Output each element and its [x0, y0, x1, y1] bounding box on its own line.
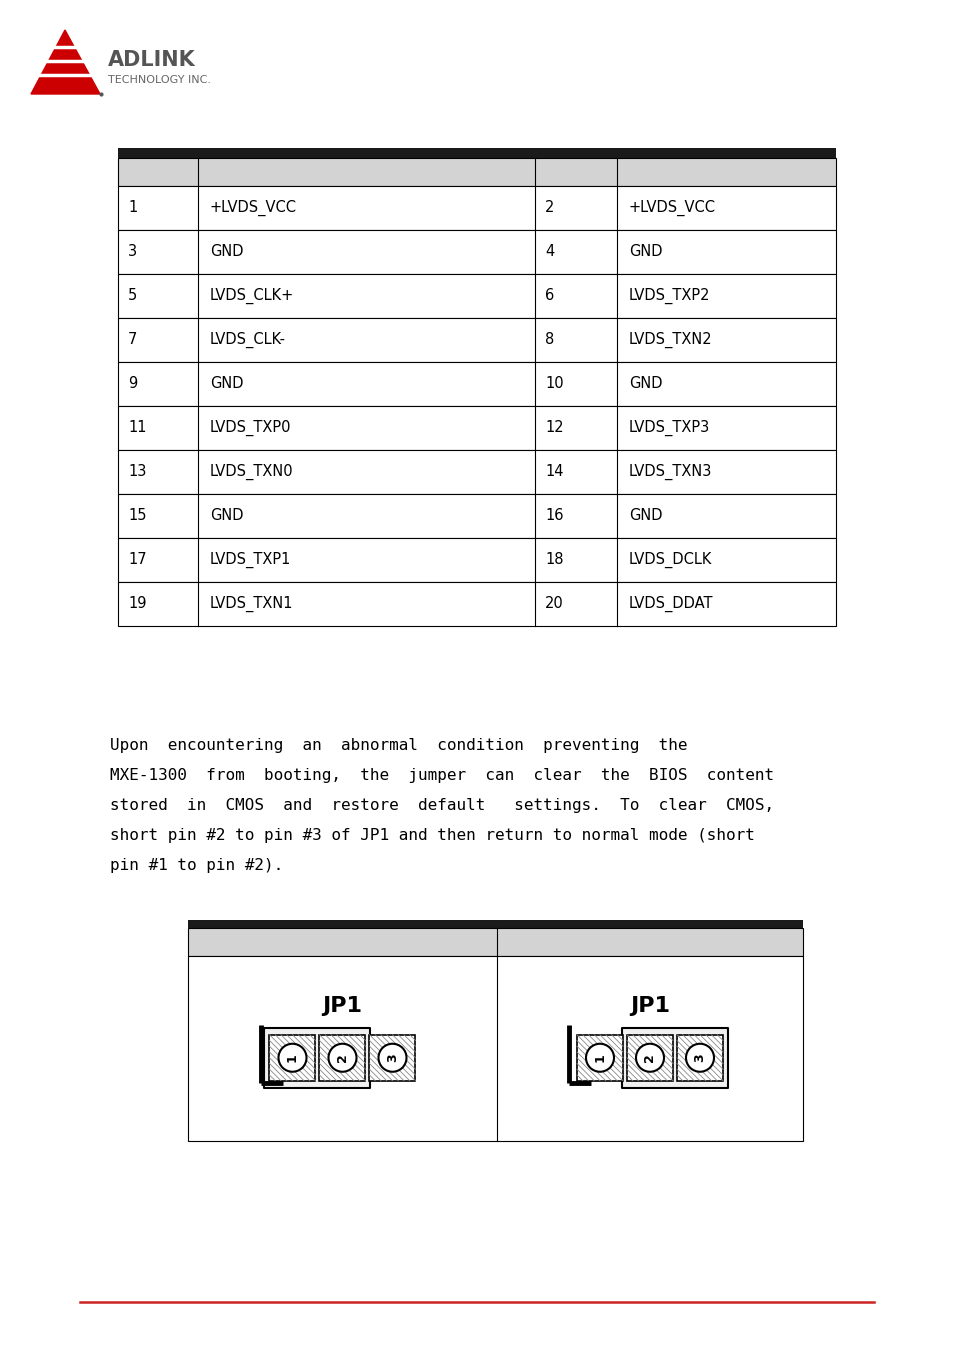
Text: LVDS_TXP2: LVDS_TXP2	[628, 288, 710, 304]
Text: 7: 7	[128, 333, 137, 347]
Text: GND: GND	[628, 245, 661, 260]
Text: +LVDS_VCC: +LVDS_VCC	[628, 200, 716, 216]
Text: 19: 19	[128, 596, 147, 611]
Bar	[118, 450, 835, 493]
Text: 15: 15	[128, 508, 147, 523]
Text: LVDS_TXN3: LVDS_TXN3	[628, 464, 712, 480]
Text: 1: 1	[286, 1053, 298, 1063]
Circle shape	[328, 1044, 356, 1072]
Bar	[677, 1034, 722, 1080]
Text: 1: 1	[128, 200, 137, 215]
Text: 14: 14	[544, 465, 563, 480]
Text: GND: GND	[210, 508, 243, 523]
Text: GND: GND	[628, 376, 661, 392]
Text: LVDS_CLK-: LVDS_CLK-	[210, 331, 286, 347]
Text: 3: 3	[693, 1053, 706, 1063]
Bar	[188, 927, 802, 956]
Bar	[118, 187, 835, 230]
Circle shape	[378, 1044, 406, 1072]
Text: 17: 17	[128, 553, 147, 568]
Text: LVDS_TXP3: LVDS_TXP3	[628, 420, 709, 437]
Text: GND: GND	[210, 245, 243, 260]
Text: 13: 13	[128, 465, 146, 480]
Text: 5: 5	[128, 288, 137, 303]
Bar	[188, 919, 802, 927]
Bar	[188, 956, 802, 1141]
Text: 18: 18	[544, 553, 563, 568]
Text: 12: 12	[544, 420, 563, 435]
Text: LVDS_CLK+: LVDS_CLK+	[210, 288, 294, 304]
Bar	[118, 362, 835, 406]
Bar	[626, 1034, 672, 1080]
Text: Upon  encountering  an  abnormal  condition  preventing  the: Upon encountering an abnormal condition …	[110, 738, 687, 753]
Text: 3: 3	[386, 1053, 398, 1063]
Text: LVDS_TXP0: LVDS_TXP0	[210, 420, 292, 437]
Text: 6: 6	[544, 288, 554, 303]
Text: pin #1 to pin #2).: pin #1 to pin #2).	[110, 859, 283, 873]
Text: 11: 11	[128, 420, 147, 435]
Text: JP1: JP1	[629, 996, 669, 1015]
Bar	[118, 147, 835, 158]
Text: JP1: JP1	[322, 996, 362, 1015]
Circle shape	[685, 1044, 713, 1072]
Text: 2: 2	[335, 1053, 349, 1063]
Text: LVDS_TXN1: LVDS_TXN1	[210, 596, 294, 612]
Text: LVDS_DDAT: LVDS_DDAT	[628, 596, 713, 612]
Bar	[118, 581, 835, 626]
Text: LVDS_TXN0: LVDS_TXN0	[210, 464, 294, 480]
Circle shape	[585, 1044, 614, 1072]
Text: 3: 3	[128, 245, 137, 260]
Text: LVDS_TXN2: LVDS_TXN2	[628, 331, 712, 347]
Text: 16: 16	[544, 508, 563, 523]
Text: 8: 8	[544, 333, 554, 347]
Text: LVDS_TXP1: LVDS_TXP1	[210, 552, 291, 568]
Bar	[118, 274, 835, 318]
Text: 10: 10	[544, 376, 563, 392]
Text: MXE-1300  from  booting,  the  jumper  can  clear  the  BIOS  content: MXE-1300 from booting, the jumper can cl…	[110, 768, 773, 783]
Text: short pin #2 to pin #3 of JP1 and then return to normal mode (short: short pin #2 to pin #3 of JP1 and then r…	[110, 827, 754, 844]
Bar	[118, 230, 835, 274]
Text: GND: GND	[628, 508, 661, 523]
Text: GND: GND	[210, 376, 243, 392]
Text: +LVDS_VCC: +LVDS_VCC	[210, 200, 296, 216]
Bar	[118, 406, 835, 450]
Bar	[264, 1028, 370, 1088]
Text: LVDS_DCLK: LVDS_DCLK	[628, 552, 712, 568]
Text: ADLINK: ADLINK	[108, 50, 195, 70]
Text: stored  in  CMOS  and  restore  default   settings.  To  clear  CMOS,: stored in CMOS and restore default setti…	[110, 798, 773, 813]
Bar	[369, 1034, 416, 1080]
Bar	[577, 1034, 622, 1080]
Bar	[621, 1028, 727, 1088]
Text: 1: 1	[593, 1053, 606, 1063]
Bar	[269, 1034, 315, 1080]
Text: 2: 2	[643, 1053, 656, 1063]
Circle shape	[636, 1044, 663, 1072]
Text: TECHNOLOGY INC.: TECHNOLOGY INC.	[108, 74, 211, 85]
Bar	[118, 538, 835, 581]
Text: 9: 9	[128, 376, 137, 392]
Text: 20: 20	[544, 596, 563, 611]
Text: 2: 2	[544, 200, 554, 215]
Bar	[118, 158, 835, 187]
Bar	[118, 318, 835, 362]
Bar	[319, 1034, 365, 1080]
Circle shape	[278, 1044, 306, 1072]
Bar	[118, 493, 835, 538]
Polygon shape	[30, 30, 100, 95]
Text: 4: 4	[544, 245, 554, 260]
